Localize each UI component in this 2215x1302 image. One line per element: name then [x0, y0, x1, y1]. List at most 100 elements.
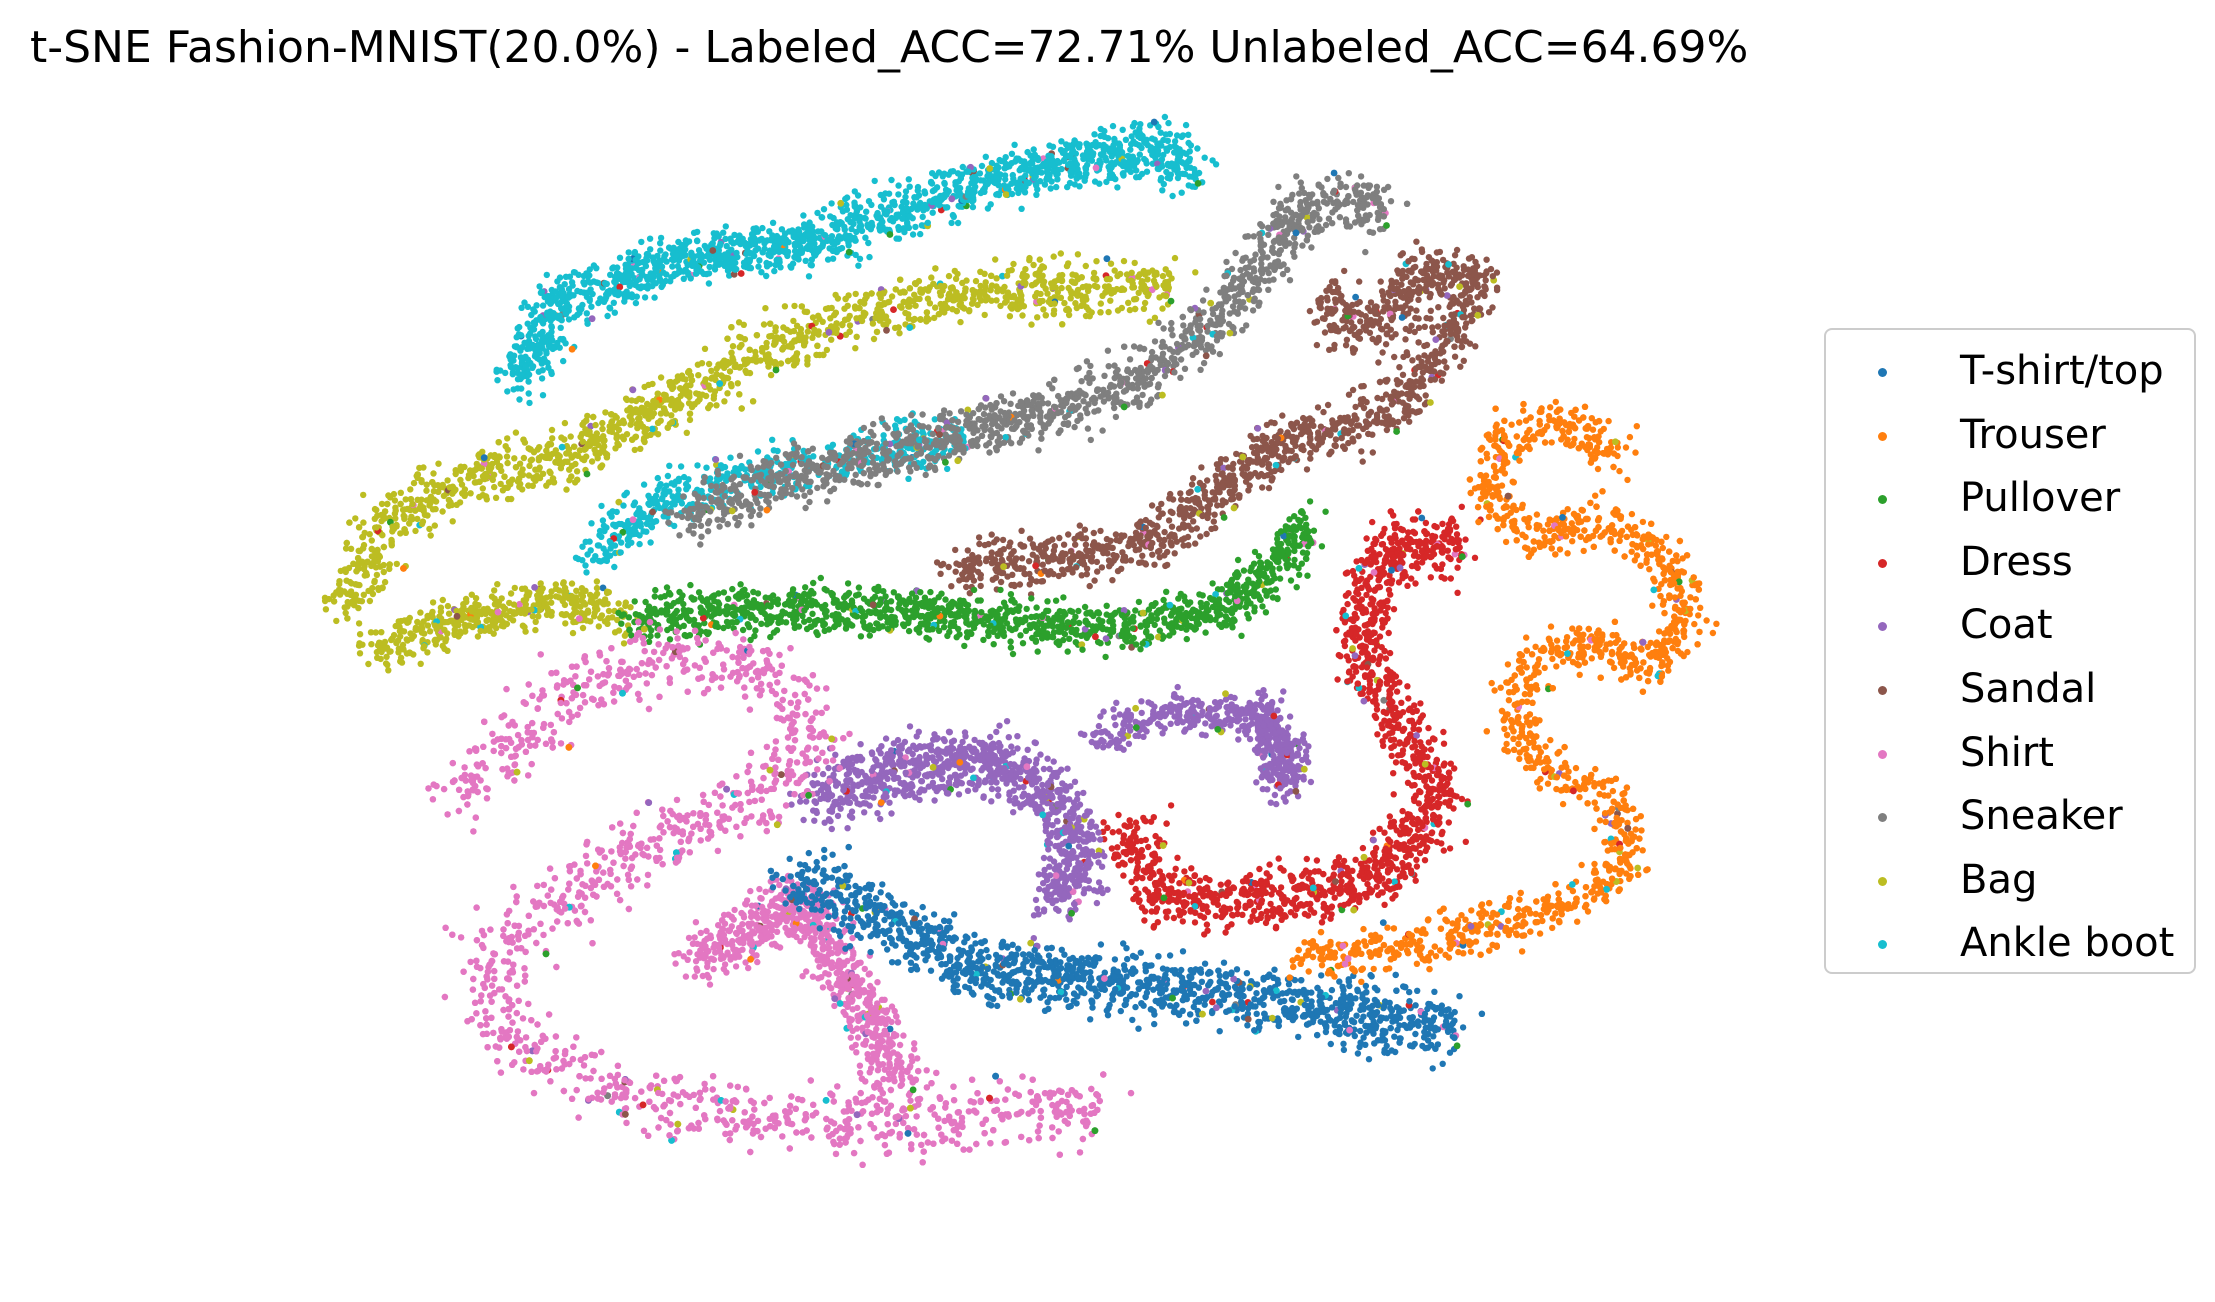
scatter-point [686, 393, 693, 401]
scatter-point [1008, 150, 1016, 157]
scatter-point [683, 382, 691, 389]
scatter-point [808, 262, 815, 269]
scatter-point [722, 223, 729, 230]
scatter-point [599, 425, 606, 433]
scatter-point [1064, 183, 1071, 191]
scatter-point [445, 502, 453, 509]
scatter-point [630, 501, 637, 509]
scatter-point [1157, 177, 1164, 184]
scatter-point [1131, 119, 1138, 127]
scatter-point [539, 392, 547, 399]
scatter-point [636, 276, 643, 283]
scatter-point [898, 304, 905, 311]
scatter-point [417, 609, 424, 616]
scatter-point [1232, 249, 1239, 257]
scatter-point [777, 489, 784, 497]
scatter-point [736, 452, 744, 459]
scatter-point [1200, 359, 1208, 367]
scatter-point [457, 463, 464, 470]
scatter-point [1094, 283, 1101, 291]
scatter-point [728, 349, 735, 356]
scatter-point [939, 195, 946, 202]
scatter-point [517, 354, 525, 361]
scatter-point [1176, 153, 1184, 160]
scatter-point [804, 357, 811, 364]
scatter-point [602, 409, 609, 416]
scatter-point [778, 226, 786, 233]
scatter-point [1105, 363, 1112, 370]
scatter-point [976, 170, 984, 177]
scatter-point [832, 291, 839, 299]
scatter-point [969, 203, 977, 211]
scatter-point [504, 435, 511, 442]
scatter-point [408, 635, 415, 642]
scatter-point [941, 170, 948, 177]
scatter-point [972, 277, 980, 285]
scatter-point [605, 607, 613, 615]
scatter-point [1249, 307, 1257, 314]
scatter-point [488, 610, 495, 617]
scatter-point [814, 228, 822, 235]
scatter-point [763, 506, 771, 514]
scatter-point [857, 204, 864, 211]
scatter-point [1031, 151, 1039, 158]
scatter-point [636, 540, 643, 548]
scatter-point [1150, 277, 1158, 284]
scatter-point [570, 618, 577, 626]
scatter-point [568, 345, 576, 353]
scatter-point [1154, 140, 1161, 147]
scatter-point [335, 586, 343, 594]
scatter-point [800, 212, 807, 219]
scatter-point [381, 508, 389, 515]
scatter-point [893, 235, 900, 242]
scatter-point [392, 507, 399, 514]
scatter-point [418, 520, 426, 528]
scatter-point [787, 328, 794, 335]
scatter-point [1185, 131, 1192, 138]
scatter-point [444, 602, 452, 610]
scatter-point [747, 264, 754, 271]
scatter-point [841, 316, 849, 323]
scatter-point [1118, 304, 1126, 312]
scatter-point [468, 608, 475, 615]
scatter-point [1325, 215, 1333, 222]
scatter-point [824, 256, 832, 263]
scatter-point [531, 584, 538, 591]
scatter-point [343, 577, 350, 584]
scatter-point [570, 269, 578, 276]
scatter-point [1074, 251, 1082, 258]
scatter-point [501, 484, 509, 492]
scatter-point [1065, 260, 1072, 267]
scatter-point [713, 365, 720, 372]
scatter-point [899, 198, 907, 206]
scatter-point [1027, 159, 1034, 166]
scatter-point [712, 456, 720, 463]
scatter-point [715, 496, 722, 503]
scatter-point [968, 179, 975, 187]
scatter-point [558, 293, 566, 300]
scatter-point [981, 270, 988, 277]
scatter-point [579, 421, 586, 428]
scatter-point [1019, 312, 1026, 319]
scatter-point [729, 264, 736, 271]
scatter-point [629, 436, 636, 443]
scatter-point [716, 255, 724, 262]
scatter-point [713, 402, 720, 409]
scatter-point [586, 295, 593, 303]
scatter-point [1009, 390, 1017, 397]
scatter-point [397, 617, 405, 625]
scatter-point [842, 195, 849, 203]
scatter-point [616, 283, 624, 291]
scatter-point [1275, 183, 1282, 191]
scatter-point [993, 162, 1000, 169]
scatter-point [1076, 141, 1083, 148]
scatter-point [567, 433, 574, 440]
scatter-point [691, 522, 698, 529]
scatter-point [449, 518, 456, 525]
scatter-point [616, 254, 624, 261]
scatter-point [437, 608, 445, 615]
scatter-point [336, 580, 343, 588]
scatter-point [548, 588, 555, 595]
scatter-point [1039, 297, 1046, 305]
scatter-point [454, 621, 462, 628]
